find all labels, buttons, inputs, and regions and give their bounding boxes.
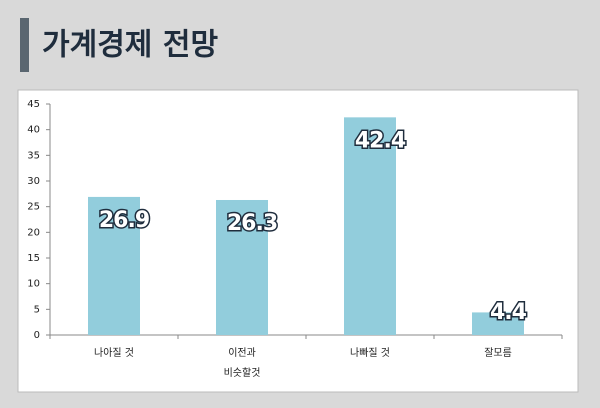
value-label: 26.3 <box>227 211 277 236</box>
bar <box>216 199 268 335</box>
y-tick-label: 5 <box>34 304 40 315</box>
y-tick-label: 40 <box>27 125 40 136</box>
value-label: 4.4 <box>490 300 527 325</box>
y-tick-label: 0 <box>34 330 40 341</box>
x-tick-label: 나빠질 것 <box>350 347 390 359</box>
value-label: 26.9 <box>99 208 149 233</box>
y-tick-label: 35 <box>27 150 40 161</box>
title-bar <box>20 18 29 72</box>
bar <box>472 312 524 335</box>
x-tick-label: 이전과 비슷할것 <box>224 347 261 379</box>
y-tick-label: 45 <box>27 99 40 110</box>
y-tick-label: 10 <box>27 279 40 290</box>
y-tick-label: 15 <box>27 253 40 264</box>
bar <box>88 196 140 335</box>
bar <box>344 117 396 335</box>
value-label: 42.4 <box>355 128 406 153</box>
x-tick-label: 나아질 것 <box>94 347 134 359</box>
y-tick-label: 30 <box>27 176 40 187</box>
page-title: 가계경제 전망 <box>42 28 218 63</box>
y-tick-label: 25 <box>27 202 40 213</box>
x-tick-label: 잘모름 <box>484 347 512 359</box>
y-tick-label: 20 <box>27 227 40 238</box>
